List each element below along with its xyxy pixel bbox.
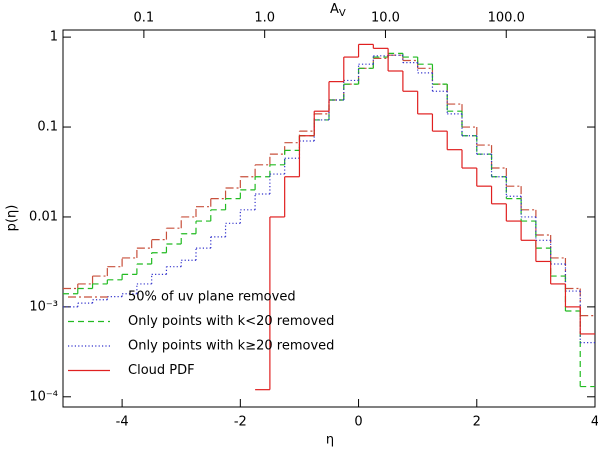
- x-tick-label: -2: [234, 415, 247, 430]
- top-tick-label: 100.0: [488, 11, 525, 26]
- series: [63, 52, 595, 388]
- legend-label: Only points with k≥20 removed: [128, 339, 334, 354]
- x-tick-label: -4: [116, 415, 129, 430]
- top-axis-label-sub: V: [339, 8, 346, 19]
- series: [255, 43, 595, 391]
- plot-frame: [62, 29, 596, 408]
- legend-label: Only points with k<20 removed: [128, 314, 334, 329]
- y-tick-label: 1: [50, 30, 58, 45]
- legend-label: 50% of uv plane removed: [128, 290, 296, 305]
- top-axis-label-main: A: [330, 2, 339, 17]
- y-axis-label: p(η): [5, 205, 20, 232]
- x-tick-label: 0: [354, 415, 362, 430]
- top-axis-label: AV: [330, 2, 346, 20]
- top-tick-label: 10.0: [371, 11, 400, 26]
- top-tick-label: 0.1: [134, 11, 155, 26]
- y-tick-label: 10⁻⁴: [29, 389, 58, 404]
- y-tick-label: 0.01: [29, 209, 58, 224]
- y-tick-label: 10⁻³: [29, 299, 58, 314]
- top-tick-label: 1.0: [254, 11, 275, 26]
- x-tick-label: 4: [591, 415, 598, 430]
- series: [63, 54, 595, 344]
- x-axis-label: η: [326, 433, 334, 448]
- legend-label: Cloud PDF: [128, 363, 195, 378]
- x-tick-label: 2: [473, 415, 481, 430]
- y-tick-label: 0.1: [37, 120, 58, 135]
